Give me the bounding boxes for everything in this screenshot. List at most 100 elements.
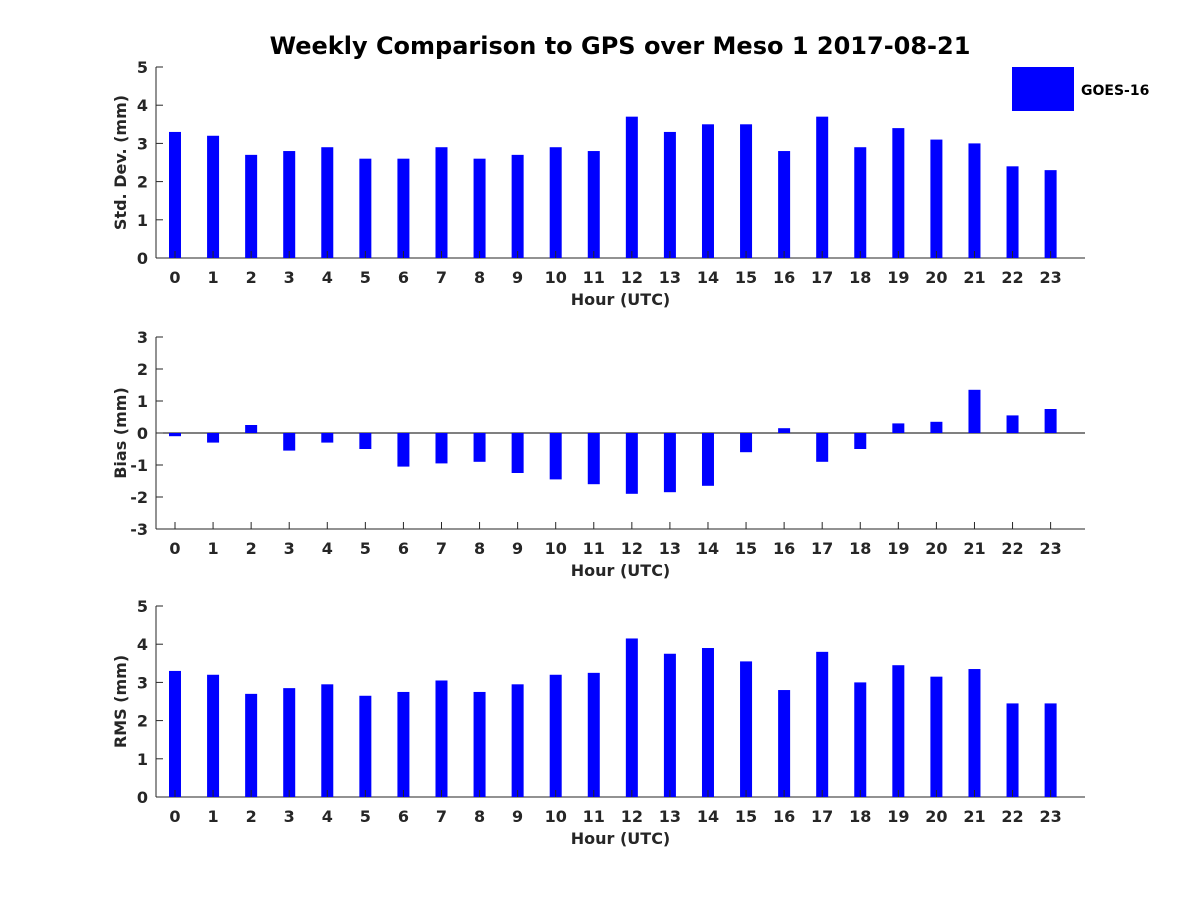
x-axis-label: Hour (UTC) [571,561,671,580]
bar-hour-14 [701,433,714,486]
y-tick-label: 3 [137,328,148,347]
bar-hour-17 [816,433,829,462]
bar-hour-20 [930,421,943,433]
x-tick-label: 20 [925,807,947,826]
x-tick-label: 11 [583,807,605,826]
bar-hour-7 [435,680,448,797]
bar-hour-16 [778,428,791,433]
x-tick-label: 0 [169,807,180,826]
x-tick-label: 12 [621,807,643,826]
x-tick-label: 4 [322,539,333,558]
x-tick-label: 4 [322,268,333,287]
bar-hour-3 [283,433,296,451]
x-tick-label: 1 [207,268,218,287]
bar-hour-1 [207,674,220,797]
bar-hour-15 [740,661,753,797]
bar-hour-17 [816,116,829,258]
bar-hour-4 [321,147,334,258]
bar-hour-11 [587,151,600,258]
x-tick-label: 16 [773,268,795,287]
x-tick-label: 8 [474,807,485,826]
y-tick-label: 2 [137,712,148,731]
bar-hour-23 [1044,170,1057,258]
x-tick-label: 1 [207,539,218,558]
y-tick-label: 0 [137,788,148,807]
bar-hour-12 [625,638,638,797]
x-tick-label: 17 [811,539,833,558]
x-tick-label: 20 [925,268,947,287]
x-tick-label: 1 [207,807,218,826]
y-tick-label: 0 [137,424,148,443]
x-tick-label: 14 [697,539,719,558]
x-tick-label: 9 [512,268,523,287]
x-tick-label: 19 [887,807,909,826]
bar-hour-13 [663,653,676,797]
x-tick-label: 5 [360,539,371,558]
y-axis-label: Std. Dev. (mm) [111,95,130,230]
bar-hour-18 [854,682,867,797]
y-tick-label: 5 [137,597,148,616]
bar-hour-2 [245,154,258,258]
bar-hour-23 [1044,703,1057,797]
y-tick-label: 4 [137,635,148,654]
bar-hour-6 [397,158,410,258]
x-tick-label: 16 [773,539,795,558]
bar-hour-22 [1006,166,1019,258]
bar-hour-5 [359,433,372,449]
y-tick-label: 0 [137,249,148,268]
x-tick-label: 16 [773,807,795,826]
bar-hour-15 [740,433,753,453]
y-tick-label: 4 [137,96,148,115]
y-tick-label: -2 [130,488,148,507]
x-tick-label: 7 [436,539,447,558]
bar-hour-7 [435,147,448,258]
y-tick-label: 1 [137,211,148,230]
y-tick-label: -1 [130,456,148,475]
bar-hour-8 [473,691,486,797]
y-tick-label: 5 [137,58,148,77]
bar-hour-17 [816,651,829,797]
bar-hour-19 [892,128,905,258]
x-tick-label: 10 [545,539,567,558]
x-tick-label: 11 [583,539,605,558]
x-tick-label: 15 [735,268,757,287]
x-tick-label: 5 [360,268,371,287]
x-tick-label: 20 [925,539,947,558]
bar-hour-0 [169,670,181,797]
bar-hour-4 [321,684,334,797]
x-tick-label: 23 [1039,807,1061,826]
x-axis-label: Hour (UTC) [571,829,671,848]
x-tick-label: 2 [246,807,257,826]
x-tick-label: 12 [621,268,643,287]
y-axis-label: RMS (mm) [111,655,130,748]
legend-swatch [1012,67,1074,111]
bar-hour-4 [321,433,334,443]
bar-hour-21 [968,143,981,258]
x-tick-label: 21 [963,268,985,287]
x-tick-label: 10 [545,807,567,826]
x-tick-label: 12 [621,539,643,558]
legend-label: GOES-16 [1081,83,1149,99]
bar-hour-16 [778,690,791,797]
x-tick-label: 23 [1039,539,1061,558]
x-tick-label: 19 [887,539,909,558]
x-tick-label: 13 [659,539,681,558]
x-tick-label: 3 [284,807,295,826]
bar-hour-6 [397,691,410,797]
bar-hour-3 [283,688,296,797]
bar-hour-2 [245,693,258,797]
x-tick-label: 21 [963,807,985,826]
y-tick-label: 1 [137,392,148,411]
bar-hour-22 [1006,415,1019,433]
x-tick-label: 13 [659,268,681,287]
x-axis-label: Hour (UTC) [571,290,671,309]
bar-hour-13 [663,131,676,258]
x-tick-label: 21 [963,539,985,558]
bar-hour-10 [549,674,562,797]
bar-hour-9 [511,433,524,473]
x-tick-label: 7 [436,807,447,826]
bar-hour-22 [1006,703,1019,797]
bar-hour-21 [968,669,981,797]
